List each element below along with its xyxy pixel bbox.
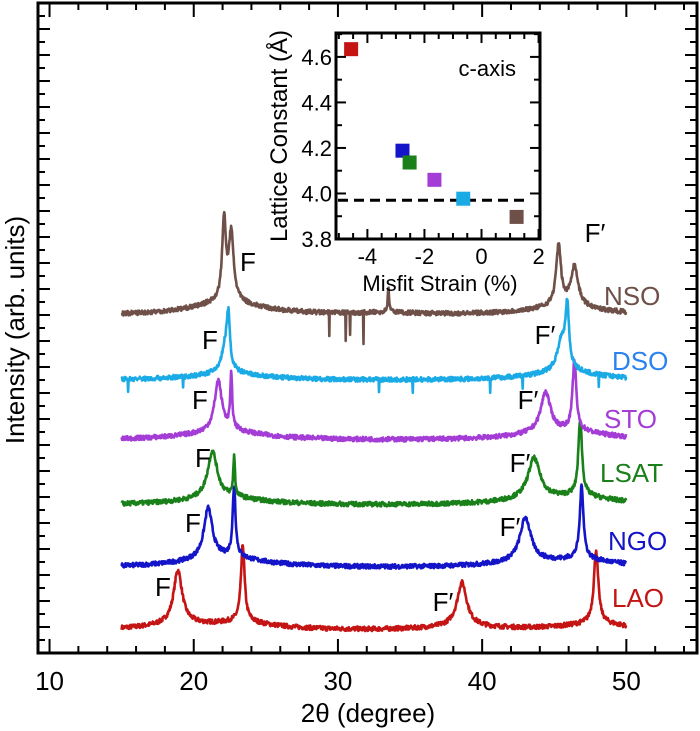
series-label-dso: DSO — [612, 346, 668, 376]
inset-tick-labels: -4 -2 0 2 3.8 4.0 4.2 4.4 4.6 — [301, 45, 544, 269]
inset-y-tick-label: 3.8 — [301, 227, 332, 252]
curve-ngo — [120, 483, 628, 570]
peak-label: F — [240, 247, 256, 277]
peak-label: F — [202, 325, 218, 355]
main-x-tick-labels: 10 20 30 40 50 — [35, 666, 641, 696]
x-tick-label: 30 — [323, 666, 352, 696]
inset-point-lao — [344, 42, 359, 57]
main-y-axis-label: Intensity (arb. units) — [0, 216, 30, 444]
peak-labels: F F′ F F′ F F′ F F′ F F′ F F′ — [155, 218, 605, 617]
series-label-lsat: LSAT — [600, 458, 663, 488]
x-tick-label: 20 — [179, 666, 208, 696]
series-label-sto: STO — [604, 404, 657, 434]
inset-x-tick-label: 2 — [532, 244, 544, 269]
inset-point-lsat — [402, 155, 417, 170]
inset-frame — [334, 31, 542, 241]
series-labels: LAO NGO LSAT STO DSO NSO — [600, 281, 668, 613]
inset-background — [336, 33, 540, 239]
inset-title: c-axis — [459, 56, 516, 81]
curve-lao — [120, 544, 628, 633]
main-plot-frame — [36, 1, 699, 655]
peak-label: F — [192, 385, 208, 415]
curve-lsat — [120, 419, 628, 508]
inset-x-tick-label: -4 — [358, 244, 378, 269]
series-label-nso: NSO — [604, 281, 660, 311]
curve-nso — [120, 210, 628, 346]
inset-y-tick-label: 4.2 — [301, 136, 332, 161]
peak-label: F′ — [510, 448, 531, 478]
inset-point-sto — [427, 172, 442, 187]
peak-label: F — [195, 443, 211, 473]
peak-label: F — [155, 572, 171, 602]
peak-label: F′ — [500, 512, 521, 542]
inset-x-tick-label: -2 — [415, 244, 435, 269]
peak-label: F′ — [433, 587, 454, 617]
x-tick-label: 10 — [35, 666, 64, 696]
curve-dso — [120, 297, 628, 395]
inset-x-tick-label: 0 — [475, 244, 487, 269]
inset-point-dso — [456, 191, 471, 206]
main-x-axis-label: 2θ (degree) — [301, 698, 435, 728]
inset-y-tick-label: 4.0 — [301, 181, 332, 206]
inset-chart: -4 -2 0 2 3.8 4.0 4.2 4.4 4.6 c-axis Misfit Stra… — [265, 30, 545, 296]
x-tick-label: 40 — [468, 666, 497, 696]
inset-y-axis-label: Lattice Constant (Å) — [265, 30, 293, 242]
xrd-curves — [120, 210, 628, 633]
peak-label: F′ — [518, 385, 539, 415]
inset-x-axis-label: Misfit Strain (%) — [362, 271, 517, 296]
inset-point-nso — [509, 209, 524, 224]
series-label-lao: LAO — [612, 583, 664, 613]
x-tick-label: 50 — [612, 666, 641, 696]
peak-label: F — [185, 508, 201, 538]
curve-sto — [120, 358, 628, 443]
peak-label: F′ — [535, 320, 556, 350]
inset-point-ngo — [395, 143, 410, 158]
peak-label: F′ — [585, 218, 606, 248]
series-label-ngo: NGO — [608, 526, 667, 556]
inset-y-tick-label: 4.4 — [301, 90, 332, 115]
inset-points — [344, 42, 524, 224]
inset-y-tick-label: 4.6 — [301, 45, 332, 70]
